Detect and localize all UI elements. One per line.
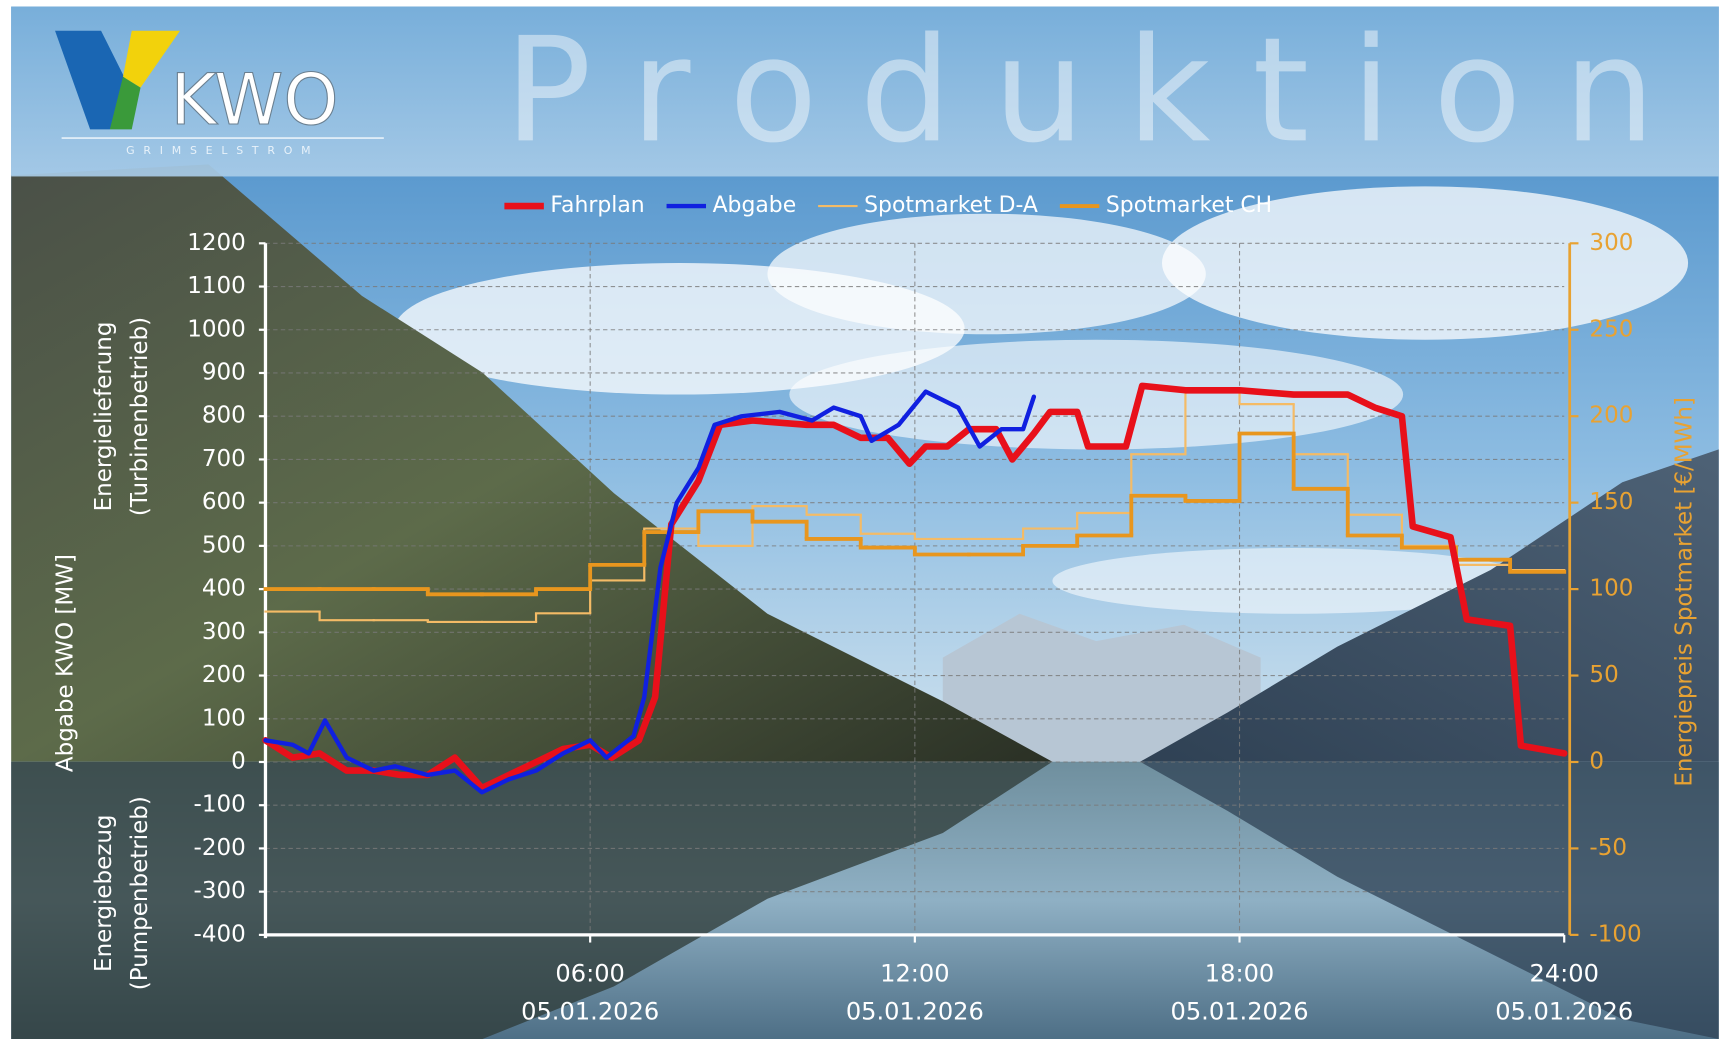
y-axis-label: Abgabe KWO [MW]: [53, 554, 79, 772]
legend-label: Spotmarket CH: [1106, 193, 1272, 218]
x-tick-date: 05.01.2026: [846, 998, 984, 1026]
y2-tick-label: 50: [1589, 662, 1618, 688]
y-tick-label: 1100: [187, 273, 246, 299]
y-axis-sublabel: (Pumpenbetrieb): [127, 796, 153, 990]
legend-label: Fahrplan: [550, 193, 644, 218]
x-tick-label: 06:00: [555, 959, 624, 987]
y-tick-label: -300: [194, 878, 246, 904]
y-tick-label: 900: [202, 359, 246, 385]
logo-text: KWO: [170, 59, 338, 141]
y-tick-label: 500: [202, 532, 246, 558]
x-tick-label: 24:00: [1529, 959, 1598, 987]
x-tick-label: 18:00: [1205, 959, 1274, 987]
x-tick-label: 12:00: [880, 959, 949, 987]
y-tick-label: -200: [194, 835, 246, 861]
series-line: [262, 382, 1568, 792]
page-title: Produktion: [504, 7, 1655, 175]
legend-label: Abgabe: [713, 193, 797, 218]
logo-subtitle: GRIMSELSTROM: [126, 144, 319, 157]
y-tick-label: 0: [231, 748, 246, 774]
y-tick-label: -400: [194, 921, 246, 947]
y-tick-label: 200: [202, 662, 246, 688]
y-tick-label: 600: [202, 489, 246, 515]
x-tick-date: 05.01.2026: [521, 998, 659, 1026]
y-axis-sublabel: Energiebezug: [91, 815, 117, 972]
logo: KWO GRIMSELSTROM: [55, 30, 384, 157]
y-tick-label: -100: [194, 792, 246, 818]
y-tick-label: 1200: [187, 230, 246, 256]
y2-tick-label: 150: [1589, 489, 1633, 515]
legend-label: Spotmarket D-A: [864, 193, 1038, 218]
y-tick-label: 300: [202, 619, 246, 645]
x-tick-date: 05.01.2026: [1495, 998, 1633, 1026]
y2-tick-label: 200: [1589, 403, 1633, 429]
y-tick-label: 700: [202, 446, 246, 472]
y-tick-label: 100: [202, 705, 246, 731]
y2-tick-label: -100: [1589, 921, 1641, 947]
y-axis-sublabel: Energielieferung: [91, 322, 117, 512]
y-tick-label: 800: [202, 403, 246, 429]
y2-tick-label: 100: [1589, 576, 1633, 602]
y-tick-label: 400: [202, 576, 246, 602]
y-axis-sublabel: (Turbinenbetrieb): [127, 317, 153, 516]
y2-tick-label: 300: [1589, 230, 1633, 256]
y2-tick-label: 250: [1589, 316, 1633, 342]
series-line: [263, 389, 1037, 795]
x-tick-date: 05.01.2026: [1171, 998, 1309, 1026]
y2-axis-label: Energiepreis Spotmarket [€/MWh]: [1671, 397, 1697, 787]
y2-tick-label: -50: [1589, 835, 1627, 861]
y2-tick-label: 0: [1589, 748, 1604, 774]
y-tick-label: 1000: [187, 316, 246, 342]
